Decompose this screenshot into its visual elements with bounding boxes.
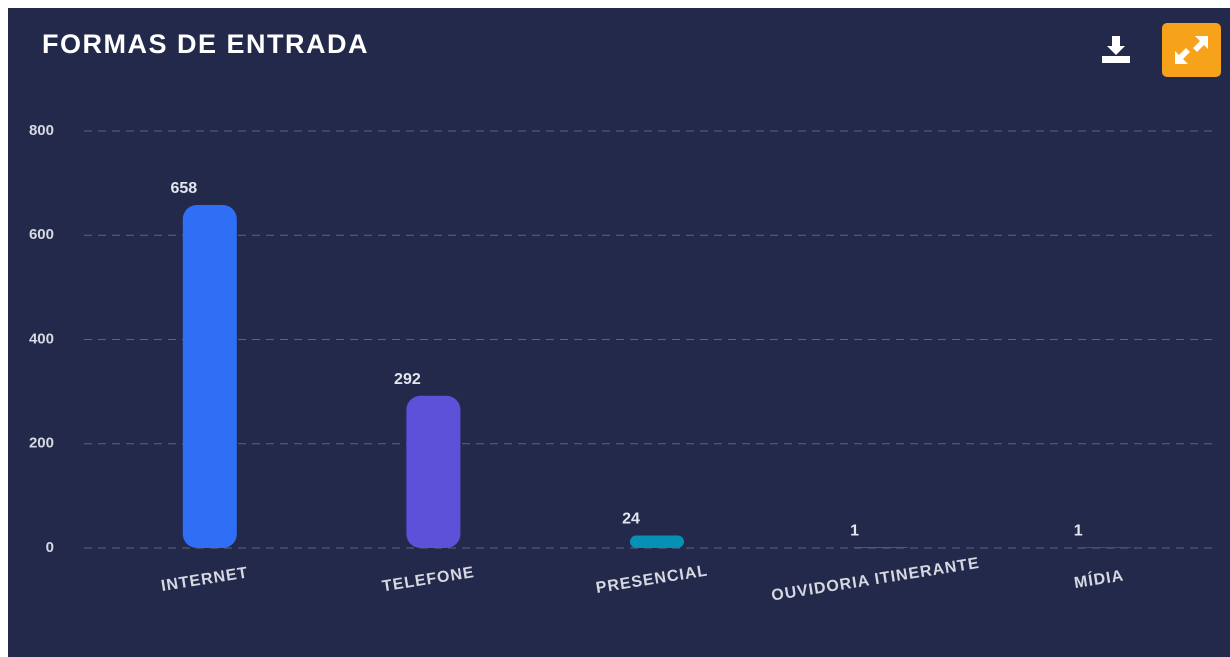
y-tick-label: 800 bbox=[29, 122, 54, 139]
bar bbox=[853, 547, 908, 548]
y-tick-label: 0 bbox=[46, 539, 54, 556]
value-label: 292 bbox=[394, 371, 421, 388]
bar bbox=[630, 535, 684, 548]
bar bbox=[1077, 547, 1132, 548]
y-tick-label: 400 bbox=[29, 330, 54, 347]
value-label: 1 bbox=[850, 523, 859, 540]
chart-title: FORMAS DE ENTRADA bbox=[42, 29, 369, 59]
expand-bg[interactable] bbox=[1162, 23, 1221, 77]
value-label: 24 bbox=[622, 511, 640, 528]
bar bbox=[182, 205, 237, 548]
download-tray bbox=[1102, 56, 1130, 63]
value-label: 1 bbox=[1074, 523, 1083, 540]
y-tick-label: 200 bbox=[29, 435, 54, 452]
download-button[interactable] bbox=[1101, 34, 1131, 64]
expand-button[interactable] bbox=[1162, 23, 1221, 77]
download-arrow bbox=[1107, 36, 1125, 55]
bar bbox=[406, 395, 461, 548]
value-label: 658 bbox=[170, 180, 197, 197]
y-tick-label: 600 bbox=[29, 226, 54, 243]
expand-icon bbox=[1175, 36, 1208, 64]
